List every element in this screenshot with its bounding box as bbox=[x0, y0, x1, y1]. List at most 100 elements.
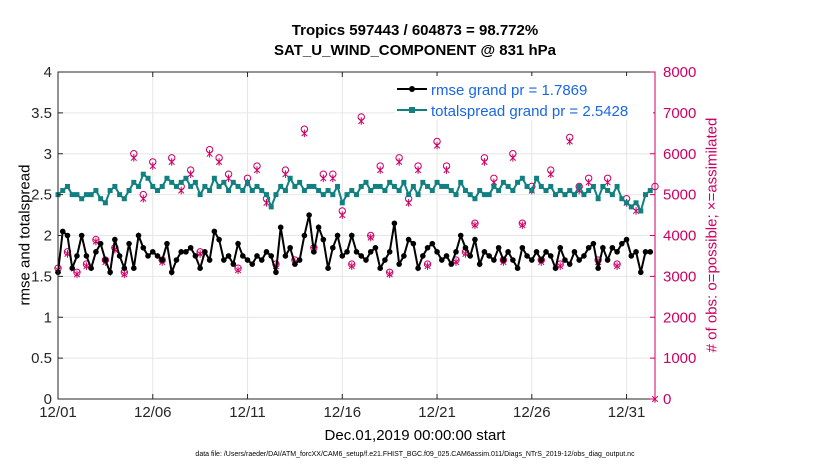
legend-spread-label: totalspread grand pr = 2.5428 bbox=[431, 103, 628, 120]
rmse-point bbox=[524, 253, 530, 259]
totalspread-point bbox=[330, 192, 336, 198]
y2-tick-label: 2000 bbox=[663, 309, 696, 326]
rmse-point bbox=[334, 232, 341, 239]
totalspread-point bbox=[178, 179, 184, 185]
totalspread-point bbox=[69, 192, 75, 198]
obs-assimilated-marker bbox=[386, 270, 393, 279]
rmse-point bbox=[543, 249, 549, 255]
obs-assimilated-marker bbox=[414, 166, 422, 174]
x-tick-label: 12/31 bbox=[608, 404, 646, 421]
totalspread-point bbox=[197, 192, 203, 198]
rmse-point bbox=[239, 253, 246, 259]
rmse-point bbox=[529, 257, 535, 263]
totalspread-point bbox=[98, 196, 104, 202]
rmse-point bbox=[311, 249, 317, 255]
rmse-point bbox=[391, 220, 398, 227]
totalspread-point bbox=[354, 192, 359, 198]
rmse-point bbox=[614, 249, 620, 255]
rmse-point bbox=[168, 269, 175, 276]
totalspread-point bbox=[633, 200, 639, 206]
totalspread-point bbox=[387, 179, 393, 185]
totalspread-series bbox=[55, 171, 653, 214]
rmse-point bbox=[566, 261, 573, 267]
totalspread-point bbox=[410, 183, 416, 189]
rmse-point bbox=[216, 236, 222, 243]
rmse-point bbox=[192, 253, 199, 259]
totalspread-point bbox=[444, 183, 450, 189]
totalspread-point bbox=[491, 183, 497, 189]
obs-assimilated-marker bbox=[471, 221, 479, 230]
rmse-point bbox=[438, 257, 445, 263]
totalspread-point bbox=[126, 188, 132, 194]
y-axis-label: rmse and totalspread bbox=[16, 164, 34, 306]
obs-assimilated-marker bbox=[481, 158, 488, 166]
rmse-point bbox=[187, 244, 194, 251]
rmse-point bbox=[434, 249, 440, 255]
totalspread-point bbox=[136, 183, 142, 189]
totalspread-point bbox=[377, 183, 383, 189]
obs-assimilated-marker bbox=[585, 178, 592, 187]
rmse-point bbox=[93, 249, 99, 255]
rmse-point bbox=[102, 257, 109, 263]
totalspread-point bbox=[349, 188, 355, 194]
obs-assimilated-marker bbox=[121, 270, 128, 279]
obs-assimilated-marker bbox=[395, 158, 403, 166]
obs-assimilated-marker bbox=[225, 174, 232, 183]
rmse-point bbox=[88, 265, 94, 272]
totalspread-point bbox=[117, 192, 123, 198]
rmse-point bbox=[254, 253, 260, 259]
rmse-point bbox=[258, 257, 265, 263]
rmse-point bbox=[396, 261, 402, 267]
totalspread-point bbox=[306, 183, 312, 189]
rmse-point bbox=[178, 249, 184, 255]
totalspread-point bbox=[368, 188, 374, 194]
obs-assimilated-marker bbox=[178, 186, 185, 195]
rmse-point bbox=[116, 253, 123, 259]
totalspread-point bbox=[453, 192, 459, 198]
rmse-point bbox=[547, 253, 554, 259]
totalspread-point bbox=[434, 179, 440, 185]
totalspread-point bbox=[439, 183, 445, 189]
obs-assimilated-marker bbox=[433, 141, 441, 150]
obs-assimilated-marker bbox=[282, 170, 289, 178]
rmse-point bbox=[367, 249, 374, 255]
rmse-point bbox=[225, 253, 232, 259]
totalspread-point bbox=[254, 183, 260, 189]
rmse-point bbox=[472, 236, 478, 243]
obs-assimilated-marker bbox=[632, 207, 640, 215]
obs-assimilated-marker bbox=[367, 233, 374, 242]
totalspread-point bbox=[462, 188, 468, 194]
y-tick-label: 0.5 bbox=[31, 350, 52, 367]
rmse-point bbox=[344, 249, 350, 255]
totalspread-point bbox=[372, 183, 378, 189]
totalspread-point bbox=[524, 183, 530, 189]
rmse-point bbox=[131, 265, 137, 272]
rmse-point bbox=[135, 232, 142, 239]
totalspread-point bbox=[534, 175, 540, 181]
totalspread-point bbox=[311, 183, 317, 189]
y-tick-label: 0 bbox=[44, 391, 52, 408]
obs-assimilated-marker bbox=[253, 166, 261, 174]
totalspread-point bbox=[83, 192, 89, 198]
rmse-point bbox=[235, 240, 241, 247]
obs-assimilated-marker bbox=[329, 174, 336, 183]
totalspread-point bbox=[226, 188, 232, 194]
totalspread-point bbox=[259, 188, 265, 194]
totalspread-point bbox=[325, 188, 331, 194]
rmse-point bbox=[306, 212, 312, 218]
totalspread-point bbox=[595, 196, 601, 202]
legend-rmse-marker bbox=[409, 86, 415, 92]
totalspread-point bbox=[628, 204, 634, 210]
rmse-point bbox=[377, 265, 383, 272]
rmse-point bbox=[628, 253, 635, 259]
y-tick-label: 3 bbox=[44, 146, 52, 163]
totalspread-point bbox=[600, 183, 606, 189]
rmse-point bbox=[571, 249, 578, 255]
rmse-point bbox=[339, 253, 346, 259]
totalspread-point bbox=[164, 175, 170, 181]
y2-tick-label: 6000 bbox=[663, 146, 696, 163]
rmse-point bbox=[372, 244, 379, 251]
rmse-point bbox=[510, 257, 516, 263]
y2-tick-label: 5000 bbox=[663, 187, 696, 204]
totalspread-point bbox=[543, 188, 549, 194]
